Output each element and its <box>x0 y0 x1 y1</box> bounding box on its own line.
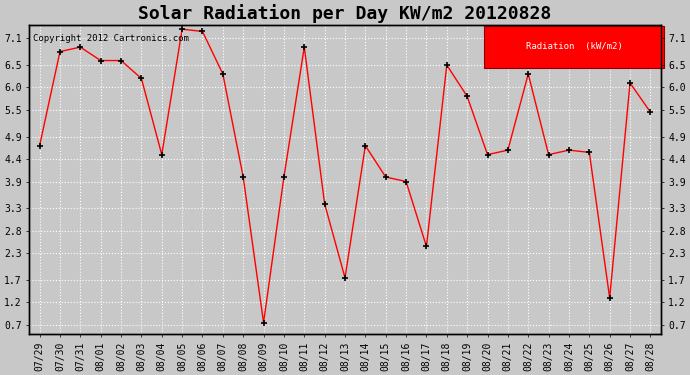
FancyBboxPatch shape <box>484 26 664 68</box>
Title: Solar Radiation per Day KW/m2 20120828: Solar Radiation per Day KW/m2 20120828 <box>139 4 551 23</box>
Text: Copyright 2012 Cartronics.com: Copyright 2012 Cartronics.com <box>32 34 188 43</box>
Text: Radiation  (kW/m2): Radiation (kW/m2) <box>526 42 622 51</box>
